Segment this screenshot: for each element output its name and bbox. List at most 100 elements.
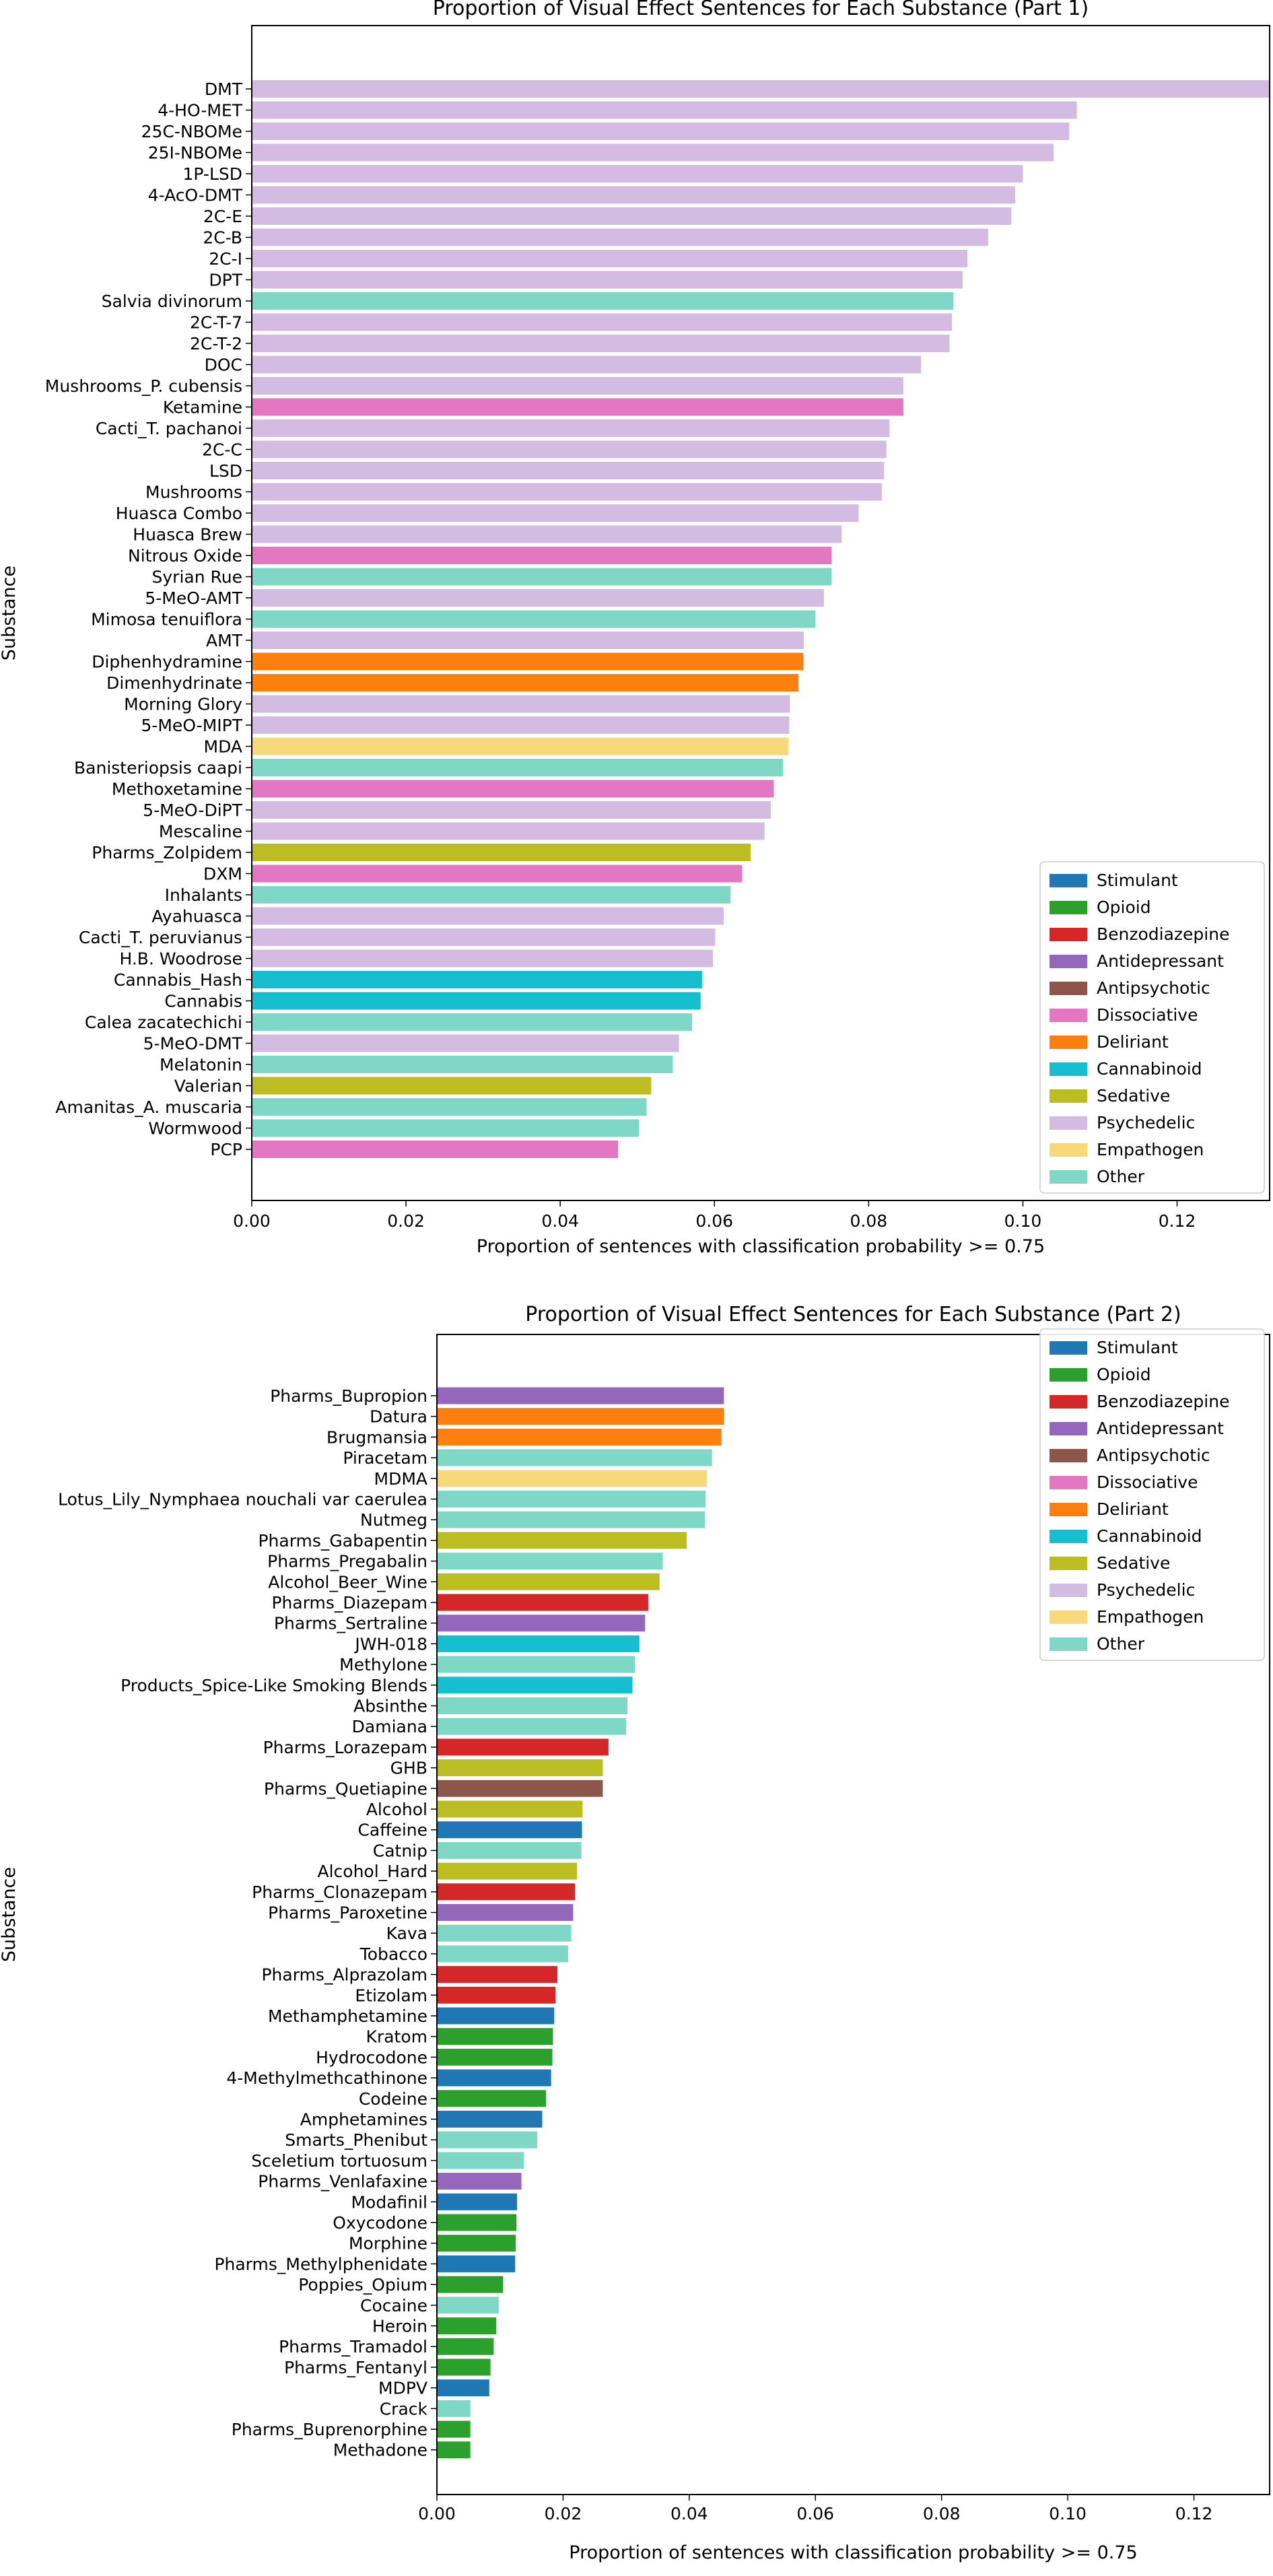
bar-oxycodone (437, 2214, 517, 2231)
y-tick-label: Pharms_Zolpidem (92, 843, 242, 862)
y-tick-label: 4-Methylmethcathinone (226, 2068, 427, 2088)
y-tick-label: 4-AcO-DMT (148, 186, 243, 205)
x-axis-label: Proportion of sentences with classificat… (569, 2542, 1137, 2563)
bar-jwh-018 (437, 1635, 640, 1652)
y-tick-label: GHB (390, 1759, 427, 1778)
chart-title: Proportion of Visual Effect Sentences fo… (433, 0, 1089, 20)
y-tick-label: Products_Spice-Like Smoking Blends (121, 1676, 427, 1695)
y-tick-label: MDA (204, 737, 242, 757)
bar-pharms-methylphenidate (437, 2255, 516, 2272)
y-tick-label: Mescaline (159, 822, 242, 842)
y-tick-label: 2C-E (203, 207, 242, 226)
y-tick-label: PCP (210, 1140, 242, 1159)
y-tick-label: Diphenhydramine (92, 652, 242, 672)
y-axis-label: Substance (0, 566, 20, 660)
bar-h-b-woodrose (252, 949, 713, 968)
bar-amanitas-a-muscaria (252, 1098, 647, 1116)
legend-swatch (1050, 1036, 1087, 1049)
bar-alcohol (437, 1800, 583, 1818)
bar-syrian-rue (252, 568, 832, 586)
y-tick-label: Methadone (333, 2441, 427, 2460)
legend-swatch (1050, 1170, 1087, 1184)
legend-label: Benzodiazepine (1097, 1392, 1229, 1411)
y-tick-label: 25I-NBOMe (148, 143, 242, 163)
legend-label: Empathogen (1097, 1140, 1204, 1159)
y-tick-label: Morphine (349, 2234, 427, 2253)
y-tick-label: LSD (209, 461, 242, 481)
x-tick-label: 0.00 (418, 2504, 456, 2523)
bar-dxm (252, 865, 743, 883)
y-tick-label: Piracetam (343, 1448, 427, 1468)
bar-hydrocodone (437, 2048, 553, 2066)
bar-tobacco (437, 1945, 568, 1963)
bar-methoxetamine (252, 780, 774, 798)
y-tick-label: 2C-C (202, 440, 242, 460)
bar-heroin (437, 2317, 497, 2334)
legend-label: Antipsychotic (1097, 1446, 1210, 1465)
y-tick-label: Inhalants (165, 885, 242, 905)
bar-pharms-bupropion (437, 1387, 724, 1404)
legend-label: Stimulant (1097, 871, 1178, 890)
y-tick-label: Sceletium tortuosum (251, 2151, 427, 2171)
bar-pharms-lorazepam (437, 1738, 609, 1756)
y-tick-label: Tobacco (359, 1944, 427, 1964)
legend-label: Sedative (1097, 1553, 1170, 1573)
legend-label: Dissociative (1097, 1005, 1198, 1025)
y-tick-label: 1P-LSD (182, 164, 242, 184)
bar-absinthe (437, 1697, 628, 1714)
bar-diphenhydramine (252, 652, 803, 671)
legend: Stimulant Opioid Benzodiazepine Antidepress… (1039, 861, 1265, 1194)
y-tick-label: Methoxetamine (112, 780, 242, 799)
axes-frame (436, 1334, 1270, 2495)
bar-ketamine (252, 398, 903, 416)
bar-pharms-quetiapine (437, 1780, 603, 1797)
legend-swatch (1050, 1368, 1087, 1382)
y-tick-label: Poppies_Opium (298, 2275, 427, 2295)
bar-methadone (437, 2441, 471, 2459)
legend-swatch (1050, 1116, 1087, 1130)
bar-alcohol-beer-wine (437, 1573, 660, 1590)
bar-kratom (437, 2028, 553, 2045)
y-tick-label: AMT (206, 631, 243, 650)
bar-pharms-alprazolam (437, 1966, 557, 1984)
bar-caffeine (437, 1821, 582, 1839)
legend-swatch (1050, 982, 1087, 995)
y-tick-label: Kava (386, 1924, 427, 1943)
y-tick-label: H.B. Woodrose (120, 949, 243, 969)
y-tick-label: 5-MeO-MIPT (141, 716, 242, 735)
bar-pharms-sertraline (437, 1615, 646, 1632)
chart-part-1: Proportion of Visual Effect Sentences fo… (0, 0, 1270, 1257)
axes-frame (251, 25, 1270, 1201)
x-tick-label: 0.06 (796, 2504, 834, 2523)
bar-etizolam (437, 1986, 556, 2004)
bar-4-aco-dmt (252, 186, 1015, 204)
bar-morning-glory (252, 695, 790, 713)
y-tick-label: Kratom (366, 2027, 427, 2047)
y-tick-label: 5-MeO-AMT (145, 588, 242, 608)
y-tick-label: Nitrous Oxide (128, 546, 242, 566)
x-tick-label: 0.04 (541, 1211, 579, 1231)
y-tick-label: Methylone (339, 1655, 427, 1674)
bar-25c-nbome (252, 123, 1070, 140)
legend-swatch (1050, 1530, 1087, 1543)
y-tick-label: Smarts_Phenibut (285, 2130, 427, 2150)
bar-cannabis-hash (252, 971, 702, 988)
y-tick-label: Morning Glory (124, 695, 242, 714)
bar-pharms-pregabalin (437, 1553, 663, 1570)
x-axis-label: Proportion of sentences with classificat… (477, 1236, 1045, 1257)
y-tick-label: Amphetamines (300, 2110, 427, 2130)
legend-label: Deliriant (1097, 1499, 1169, 1519)
bar-nitrous-oxide (252, 547, 832, 564)
y-tick-label: Pharms_Venlafaxine (258, 2172, 427, 2192)
y-tick-label: Alcohol (366, 1800, 427, 1819)
y-tick-label: Datura (370, 1407, 427, 1427)
legend-swatch (1050, 1143, 1087, 1157)
y-tick-label: Pharms_Tramadol (279, 2337, 427, 2357)
bar-alcohol-hard (437, 1862, 578, 1880)
y-tick-label: DMT (205, 79, 243, 99)
bar-crack (437, 2400, 471, 2417)
legend-label: Empathogen (1097, 1607, 1204, 1627)
y-tick-label: Etizolam (355, 1986, 427, 2005)
x-tick-label: 0.12 (1159, 1211, 1196, 1231)
bar-doc (252, 355, 922, 374)
